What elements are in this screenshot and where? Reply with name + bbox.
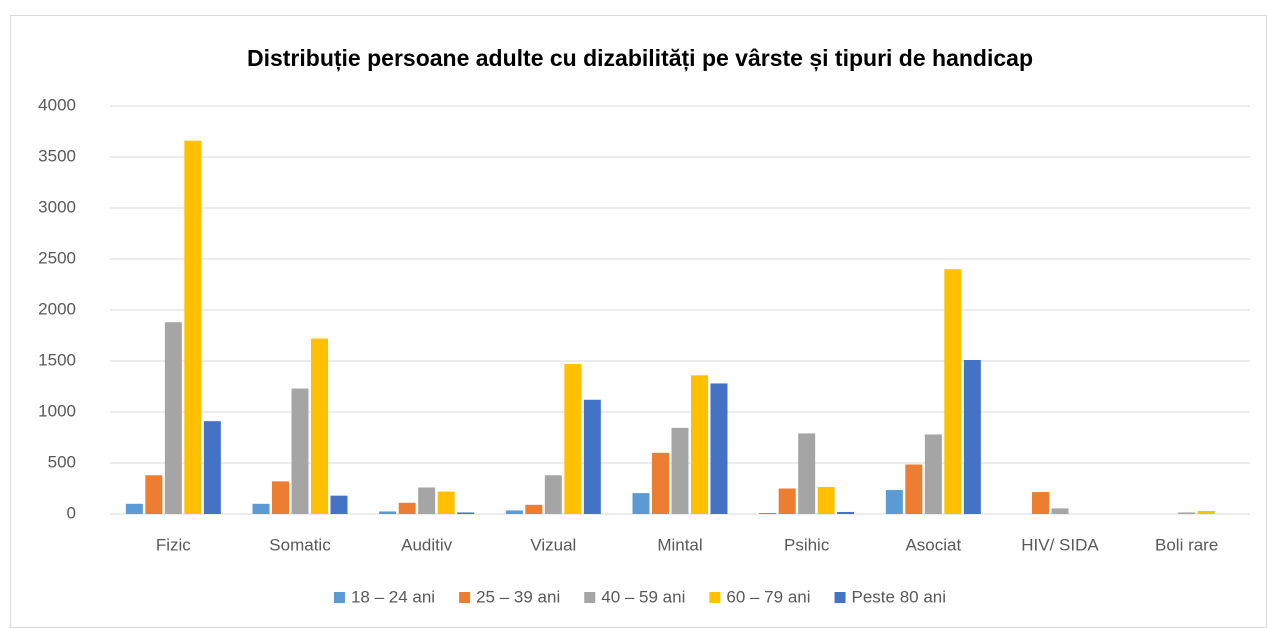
legend-swatch	[709, 592, 721, 603]
chart-title: Distribuție persoane adulte cu dizabilit…	[247, 45, 1033, 72]
x-tick-label: Somatic	[269, 535, 331, 554]
bar	[691, 375, 708, 514]
bar	[145, 475, 163, 514]
y-tick-label: 3000	[38, 197, 76, 216]
x-tick-label: Boli rare	[1155, 535, 1218, 554]
bar	[437, 491, 455, 514]
legend-swatch	[834, 592, 846, 603]
bar	[652, 452, 669, 514]
bar	[330, 495, 348, 514]
bar	[778, 488, 796, 514]
legend-swatch	[459, 592, 471, 603]
x-tick-label: Vizual	[530, 535, 576, 554]
bar	[944, 269, 962, 514]
bar	[924, 434, 942, 514]
bar	[125, 503, 143, 514]
y-tick-label: 0	[67, 503, 76, 522]
bar	[1051, 508, 1069, 514]
bar	[710, 383, 728, 514]
chart-border	[10, 15, 1267, 628]
bar	[379, 511, 397, 514]
legend-label: 60 – 79 ani	[726, 587, 810, 606]
y-tick-label: 2500	[38, 248, 76, 267]
x-tick-label: Asociat	[905, 535, 961, 554]
bar	[671, 427, 689, 514]
bar	[632, 493, 650, 514]
bar	[1032, 492, 1049, 514]
y-tick-label: 500	[48, 452, 76, 471]
y-tick-label: 1000	[38, 401, 76, 420]
bar	[817, 486, 835, 514]
bar	[837, 511, 855, 514]
bar	[963, 359, 981, 514]
bar	[583, 399, 601, 514]
legend-label: 18 – 24 ani	[351, 587, 435, 606]
legend-swatch	[333, 592, 345, 603]
x-tick-label: Auditiv	[401, 535, 453, 554]
bar	[544, 475, 562, 514]
bar	[272, 481, 289, 514]
x-tick-label: HIV/ SIDA	[1021, 535, 1099, 554]
x-tick-label: Fizic	[156, 535, 191, 554]
x-tick-label: Mintal	[657, 535, 702, 554]
bar	[564, 364, 582, 514]
y-tick-label: 1500	[38, 350, 76, 369]
x-tick-label: Psihic	[784, 535, 830, 554]
legend-label: 40 – 59 ani	[601, 587, 685, 606]
bar	[1178, 512, 1196, 514]
bar	[505, 510, 523, 514]
bar	[291, 388, 309, 514]
bar	[905, 464, 923, 514]
legend-swatch	[584, 592, 596, 603]
bar	[398, 502, 416, 514]
bar	[885, 490, 903, 514]
legend-label: Peste 80 ani	[852, 587, 947, 606]
legend-label: 25 – 39 ani	[476, 587, 560, 606]
bar	[203, 421, 221, 514]
bar	[525, 504, 543, 514]
y-tick-label: 4000	[38, 95, 76, 114]
bar	[457, 512, 475, 514]
bar	[798, 433, 816, 514]
bar	[1197, 510, 1215, 514]
bar	[418, 487, 436, 514]
y-tick-label: 3500	[38, 146, 76, 165]
bar	[184, 140, 202, 514]
bar	[252, 503, 270, 514]
y-tick-label: 2000	[38, 299, 76, 318]
bar	[164, 322, 182, 514]
bar	[759, 512, 777, 514]
bar	[311, 338, 328, 514]
